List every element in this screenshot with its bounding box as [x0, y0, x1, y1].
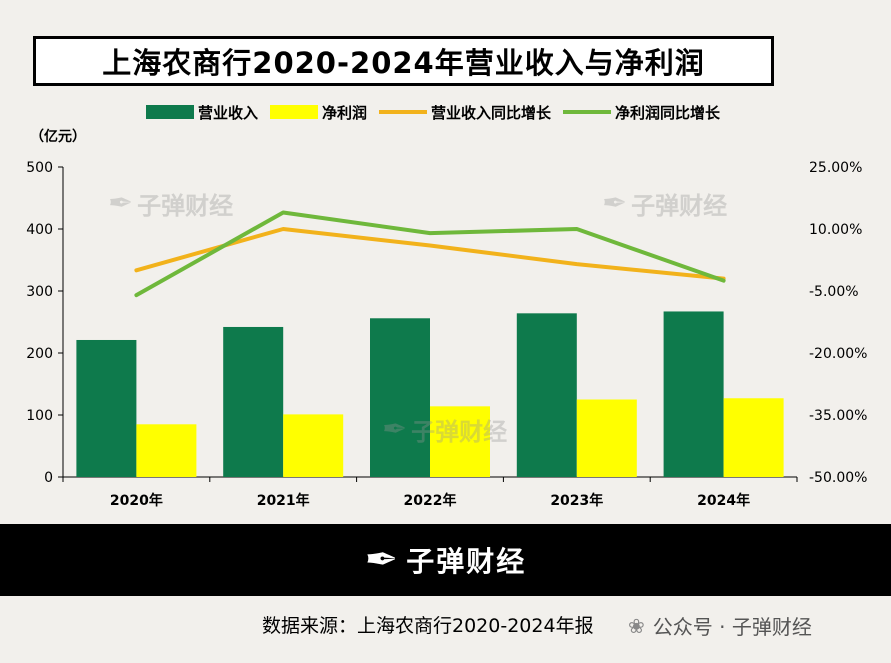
y-left-tick-label: 200	[26, 346, 53, 362]
bar-revenue	[223, 326, 284, 477]
watermark-text: 子弹财经	[631, 192, 728, 220]
chart-plot: 0 100 200 300 400 500 -50.00% -35.00% -20.00% -5.…	[26, 160, 867, 509]
legend-swatch	[563, 110, 612, 114]
watermark-text: 子弹财经	[411, 418, 508, 446]
chart-title: 上海农商行2020-2024年营业收入与净利润	[33, 36, 774, 86]
y-left-tick-label: 500	[26, 160, 53, 176]
x-tick-label: 2024年	[697, 492, 750, 509]
legend: 营业收入 净利润 营业收入同比增长 净利润同比增长	[146, 101, 732, 123]
y-right-tick-label: -20.00%	[809, 346, 867, 362]
y-right-tick-label: 25.00%	[809, 160, 862, 176]
bar-net-profit	[283, 414, 344, 477]
y-left-tick-label: 300	[26, 284, 53, 300]
y-left-tick-label: 0	[44, 470, 53, 486]
legend-label: 营业收入	[198, 103, 259, 122]
x-tick-label: 2020年	[110, 492, 163, 509]
watermark: ✒ 子弹财经	[108, 186, 233, 221]
watermark-text: 子弹财经	[137, 192, 234, 220]
legend-label: 净利润同比增长	[615, 103, 721, 122]
footer-brand-band: ✒ 子弹财经	[0, 524, 891, 596]
bullet-logo-icon: ✒	[602, 186, 628, 221]
y-right-tick-label: -5.00%	[809, 284, 859, 300]
legend-item: 净利润	[270, 102, 367, 123]
footer-brand-text: 子弹财经	[406, 545, 527, 578]
y-right-tick-label: -35.00%	[809, 408, 867, 424]
bar-net-profit	[136, 424, 197, 477]
revenue-growth-line	[134, 227, 726, 281]
bullet-logo-icon: ✒	[108, 186, 134, 221]
data-source: 数据来源：上海农商行2020-2024年报	[262, 615, 594, 637]
legend-item: 净利润同比增长	[563, 102, 720, 123]
net-profit-growth-line	[134, 210, 726, 298]
legend-item: 营业收入同比增长	[379, 102, 551, 123]
legend-item: 营业收入	[146, 102, 258, 123]
bar-revenue	[370, 318, 430, 477]
bar-revenue	[516, 313, 577, 477]
x-tick-label: 2023年	[550, 492, 603, 509]
legend-label: 营业收入同比增长	[431, 103, 552, 122]
bar-revenue	[663, 311, 724, 477]
y-right-tick-label: -50.00%	[809, 470, 867, 486]
wechat-account-text: 公众号 · 子弹财经	[652, 615, 812, 639]
y-axis-unit-label: （亿元）	[30, 129, 86, 145]
bar-revenue	[76, 339, 137, 477]
bullet-logo-icon: ✒	[364, 537, 401, 583]
watermark: ✒ 子弹财经	[602, 186, 727, 221]
y-left-tick-label: 100	[26, 408, 53, 424]
legend-swatch	[146, 105, 194, 119]
legend-label: 净利润	[322, 103, 368, 122]
bullet-logo-icon: ✒	[382, 412, 408, 447]
legend-swatch	[379, 110, 428, 114]
bar-net-profit	[430, 406, 490, 477]
wechat-icon: ❀	[628, 613, 645, 638]
bar-net-profit	[723, 398, 784, 477]
legend-swatch	[270, 105, 319, 119]
bar-net-profit	[576, 399, 637, 477]
y-left-tick-label: 400	[26, 222, 53, 238]
x-tick-label: 2021年	[257, 492, 310, 509]
wechat-account[interactable]: ❀ 公众号 · 子弹财经	[628, 611, 812, 640]
y-right-tick-label: 10.00%	[809, 222, 862, 238]
watermark: ✒ 子弹财经	[382, 412, 507, 447]
x-tick-label: 2022年	[404, 492, 457, 509]
